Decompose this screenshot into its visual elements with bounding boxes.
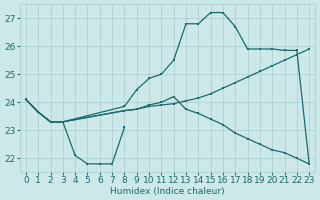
- X-axis label: Humidex (Indice chaleur): Humidex (Indice chaleur): [110, 187, 225, 196]
